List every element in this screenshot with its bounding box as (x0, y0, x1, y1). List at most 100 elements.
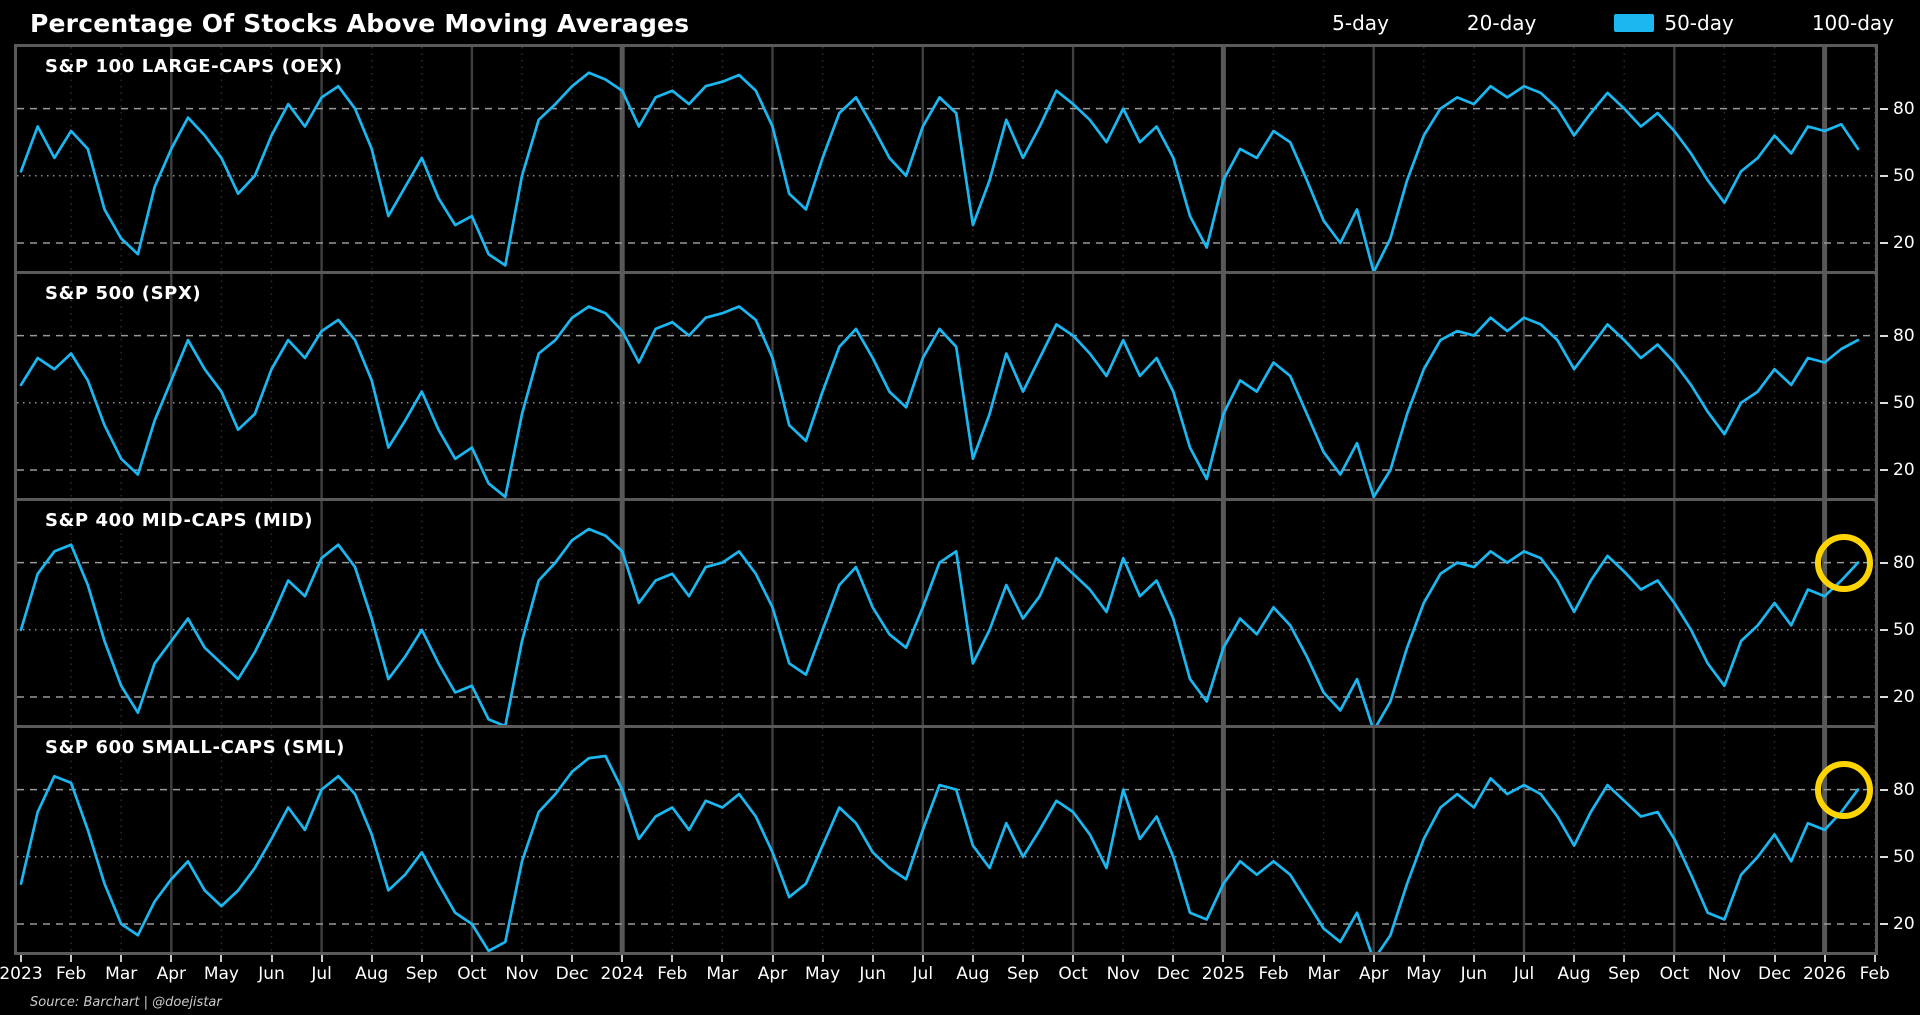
legend-item-100-day[interactable]: 100-day (1812, 11, 1894, 35)
source-credit: Source: Barchart | @doejistar (30, 995, 222, 1010)
legend: 5-day 20-day 50-day 100-day (1332, 11, 1894, 35)
x-tick-label-Nov: Nov (1106, 964, 1140, 984)
x-tick-label-Mar: Mar (706, 964, 739, 984)
x-tick-mark (420, 955, 423, 962)
x-tick-label-Feb: Feb (1859, 964, 1890, 984)
x-tick-mark (220, 955, 223, 962)
y-tick-value: 20 (1893, 233, 1915, 253)
y-tick-mark (1880, 561, 1888, 564)
x-tick-mark (120, 955, 123, 962)
chart-area: S&P 100 LARGE-CAPS (OEX) S&P 500 (SPX) S&P… (14, 44, 1915, 955)
y-tick-20: 20 (1880, 687, 1915, 707)
x-tick-label-Jul: Jul (1513, 964, 1535, 984)
x-tick-mark (1823, 955, 1826, 962)
x-tick-mark (70, 955, 73, 962)
x-tick-label-Sep: Sep (1006, 964, 1040, 984)
x-tick-mark (20, 955, 22, 962)
x-tick-mark (1422, 955, 1425, 962)
x-tick-label-Sep: Sep (1608, 964, 1641, 984)
panel-plot-mid (17, 501, 1875, 725)
panel-spx: S&P 500 (SPX) (17, 274, 1875, 501)
y-tick-value: 50 (1893, 619, 1915, 640)
panel-title-mid: S&P 400 MID-CAPS (MID) (45, 510, 314, 531)
x-tick-mark (1172, 955, 1175, 962)
panel-mid: S&P 400 MID-CAPS (MID) (17, 501, 1875, 728)
x-tick-mark (1272, 955, 1275, 962)
x-tick-label-Aug: Aug (1557, 964, 1591, 984)
y-tick-mark (1880, 696, 1888, 698)
legend-label: 50-day (1664, 11, 1734, 35)
panel-title-sml: S&P 600 SMALL-CAPS (SML) (45, 737, 345, 758)
series-line-sml (19, 754, 1860, 952)
x-tick-mark (1873, 955, 1876, 962)
y-tick-value: 80 (1893, 779, 1915, 800)
x-tick-mark (671, 955, 674, 962)
x-tick-mark (1072, 955, 1075, 962)
x-tick-mark (320, 955, 323, 962)
y-tick-mark (1880, 923, 1888, 925)
x-axis: 2023 Feb Mar Apr May Jun Jul Aug Sep Oct Nov Dec 202… (0, 955, 1890, 987)
x-tick-label-Nov: Nov (505, 964, 539, 984)
legend-item-50-day[interactable]: 50-day (1614, 11, 1734, 35)
y-tick-value: 80 (1893, 98, 1915, 119)
y-tick-20: 20 (1880, 460, 1915, 480)
series-line-spx (19, 305, 1860, 498)
y-tick-80: 80 (1880, 99, 1915, 119)
y-tick-80: 80 (1880, 326, 1915, 346)
x-tick-label-Aug: Aug (956, 964, 990, 984)
y-tick-20: 20 (1880, 914, 1915, 934)
x-tick-label-Mar: Mar (105, 964, 138, 984)
legend-item-20-day[interactable]: 20-day (1467, 11, 1536, 35)
panel-sml: S&P 600 SMALL-CAPS (SML) (17, 728, 1875, 952)
x-tick-label-Mar: Mar (1307, 964, 1340, 984)
y-tick-50: 50 (1880, 393, 1915, 413)
x-tick-label-Feb: Feb (56, 964, 87, 984)
x-tick-label-Feb: Feb (657, 964, 688, 984)
x-tick-mark (571, 955, 574, 962)
x-tick-label-2023: 2023 (0, 964, 43, 984)
x-tick-mark (1523, 955, 1525, 962)
y-tick-80: 80 (1880, 780, 1915, 800)
y-axis-labels: 80 50 20 80 50 20 80 50 20 80 50 20 (1880, 44, 1920, 949)
x-tick-label-Apr: Apr (1358, 964, 1389, 984)
x-tick-mark (821, 955, 824, 962)
y-tick-value: 80 (1893, 325, 1915, 346)
y-tick-value: 80 (1893, 552, 1915, 573)
x-tick-label-2024: 2024 (600, 964, 644, 984)
x-tick-mark (270, 955, 273, 962)
y-tick-mark (1880, 469, 1888, 471)
x-tick-mark (1673, 955, 1676, 962)
series-line-mid (19, 527, 1860, 725)
highlight-circle-mid (1815, 533, 1874, 592)
x-tick-label-May: May (203, 964, 239, 984)
y-tick-20: 20 (1880, 233, 1915, 253)
x-tick-label-Oct: Oct (1659, 964, 1689, 984)
y-tick-value: 50 (1893, 392, 1915, 413)
legend-item-5-day[interactable]: 5-day (1332, 11, 1389, 35)
x-tick-mark (521, 955, 523, 962)
x-tick-label-Jul: Jul (912, 964, 934, 984)
panel-stack: S&P 100 LARGE-CAPS (OEX) S&P 500 (SPX) S&P… (14, 44, 1878, 955)
y-tick-mark (1880, 242, 1888, 244)
x-tick-label-Apr: Apr (757, 964, 788, 984)
x-tick-mark (1623, 955, 1626, 962)
panel-oex: S&P 100 LARGE-CAPS (OEX) (17, 47, 1875, 274)
series-line-oex (19, 71, 1860, 271)
y-tick-mark (1880, 107, 1888, 110)
chart-header: Percentage Of Stocks Above Moving Averag… (0, 0, 1920, 44)
x-tick-label-Aug: Aug (355, 964, 389, 984)
y-tick-value: 50 (1893, 165, 1915, 186)
y-tick-mark (1880, 788, 1888, 791)
x-tick-mark (1372, 955, 1375, 962)
panel-plot-spx (17, 274, 1875, 498)
x-tick-mark (921, 955, 924, 962)
panel-title-spx: S&P 500 (SPX) (45, 283, 202, 304)
x-tick-label-Jul: Jul (311, 964, 332, 984)
x-tick-mark (871, 955, 874, 962)
legend-label: 20-day (1466, 11, 1537, 35)
x-tick-mark (170, 955, 173, 962)
x-tick-label-Jun: Jun (258, 964, 285, 984)
y-tick-value: 20 (1893, 687, 1915, 707)
legend-label: 100-day (1811, 11, 1894, 35)
legend-label: 5-day (1332, 11, 1389, 35)
